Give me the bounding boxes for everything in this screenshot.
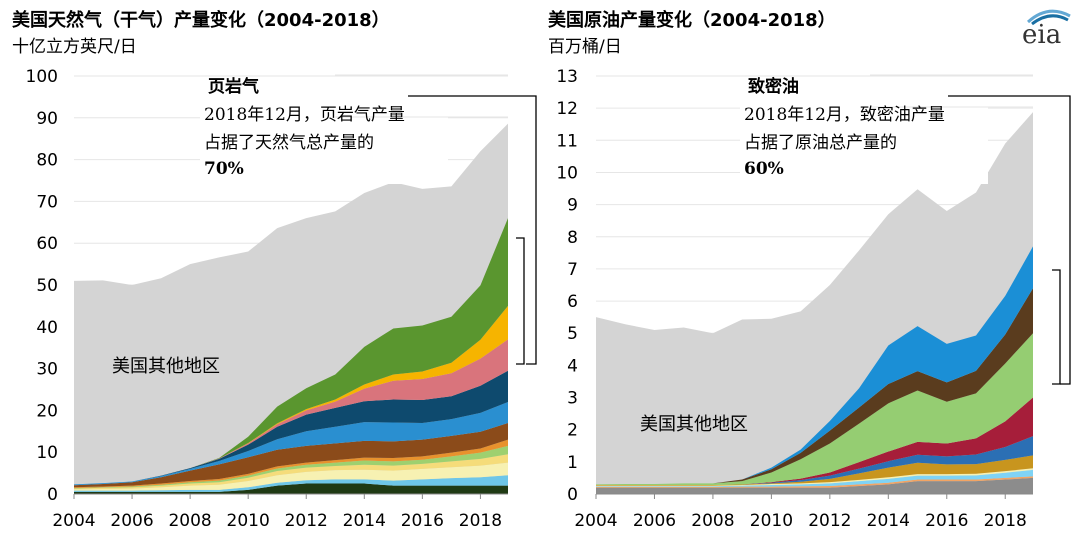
y-tick-label: 7 <box>567 260 578 280</box>
chart-title: 美国天然气（干气）产量变化（2004-2018） <box>12 9 390 31</box>
series-area-layer1 <box>596 477 1033 494</box>
x-tick-label: 2018 <box>984 511 1027 531</box>
region-label: 美国其他地区 <box>640 414 748 435</box>
annotation-bracket <box>408 95 537 365</box>
shale-bracket <box>1052 269 1061 385</box>
series-area-layer10 <box>596 246 1033 485</box>
chart-title: 美国原油产量变化（2004-2018） <box>548 9 836 31</box>
y-tick-label: 100 <box>26 67 58 87</box>
x-tick-label: 2014 <box>867 511 910 531</box>
series-area-layer8 <box>74 402 508 486</box>
series-area-layer9 <box>74 370 508 485</box>
annotation-box <box>740 80 988 184</box>
series-area-layer9 <box>596 288 1033 485</box>
series-area-layer1 <box>74 483 508 494</box>
y-tick-label: 2 <box>567 421 578 441</box>
annotation-text: 2018年12月，致密油产量 <box>744 105 945 125</box>
y-tick-label: 30 <box>36 360 58 380</box>
annotation-text: 2018年12月，页岩气产量 <box>204 105 405 125</box>
annotation-value: 60% <box>744 159 784 179</box>
x-tick-label: 2006 <box>633 511 676 531</box>
y-tick-label: 10 <box>556 163 578 183</box>
series-area-layer5 <box>74 445 508 489</box>
y-tick-label: 70 <box>36 192 58 212</box>
chart-panel-2 <box>595 74 1071 499</box>
y-tick-label: 5 <box>567 324 578 344</box>
region-label: 美国其他地区 <box>112 356 220 377</box>
y-tick-label: 90 <box>36 109 58 129</box>
annotation-text: 占据了天然气总产量的 <box>204 133 374 153</box>
annotation-text: 占据了原油总产量的 <box>744 133 897 153</box>
y-axis-label: 百万桶/日 <box>548 37 622 57</box>
y-tick-label: 10 <box>36 443 58 463</box>
y-tick-label: 3 <box>567 389 578 409</box>
x-tick-label: 2018 <box>459 511 502 531</box>
y-axis-label: 十亿立方英尺/日 <box>12 37 137 57</box>
x-tick-label: 2004 <box>52 511 95 531</box>
y-tick-label: 1 <box>567 453 578 473</box>
annotation-bracket <box>948 95 1071 385</box>
y-tick-label: 6 <box>567 292 578 312</box>
y-tick-label: 9 <box>567 196 578 216</box>
annotation-value: 70% <box>204 159 244 179</box>
x-tick-label: 2008 <box>168 511 211 531</box>
y-tick-label: 20 <box>36 401 58 421</box>
annotation-title: 致密油 <box>748 76 799 97</box>
y-tick-label: 60 <box>36 234 58 254</box>
series-area-layer12 <box>74 218 508 485</box>
series-area-layer5 <box>596 455 1033 486</box>
series-area-layer7 <box>74 422 508 488</box>
x-tick-label: 2012 <box>285 511 328 531</box>
x-tick-label: 2012 <box>808 511 851 531</box>
y-tick-label: 8 <box>567 228 578 248</box>
series-area-layer3 <box>596 469 1033 487</box>
x-tick-label: 2006 <box>110 511 153 531</box>
y-tick-label: 40 <box>36 318 58 338</box>
series-area-layer2 <box>74 475 508 492</box>
eia-logo <box>1018 6 1078 52</box>
series-area-layer6 <box>596 436 1033 485</box>
y-tick-label: 0 <box>567 485 578 505</box>
y-tick-label: 4 <box>567 356 578 376</box>
y-tick-label: 13 <box>556 67 578 87</box>
y-tick-label: 50 <box>36 276 58 296</box>
x-tick-label: 2010 <box>227 511 270 531</box>
series-area-layer3 <box>74 462 508 491</box>
y-tick-label: 12 <box>556 99 578 119</box>
x-tick-label: 2014 <box>343 511 386 531</box>
eia-logo-arcs-icon <box>1026 9 1071 26</box>
annotation-box <box>200 80 448 184</box>
chart-panel-1 <box>73 74 537 499</box>
x-tick-label: 2016 <box>925 511 968 531</box>
x-tick-label: 2008 <box>691 511 734 531</box>
y-tick-label: 0 <box>47 485 58 505</box>
shale-bracket <box>516 237 525 365</box>
annotation-title: 页岩气 <box>208 76 259 97</box>
series-area-layer8 <box>596 333 1033 485</box>
x-tick-label: 2010 <box>750 511 793 531</box>
x-tick-label: 2004 <box>574 511 617 531</box>
eia-logo-text: eia <box>1022 20 1062 50</box>
series-area-layer4 <box>74 454 508 490</box>
y-tick-label: 11 <box>556 131 578 151</box>
x-tick-label: 2016 <box>401 511 444 531</box>
y-tick-label: 80 <box>36 151 58 171</box>
